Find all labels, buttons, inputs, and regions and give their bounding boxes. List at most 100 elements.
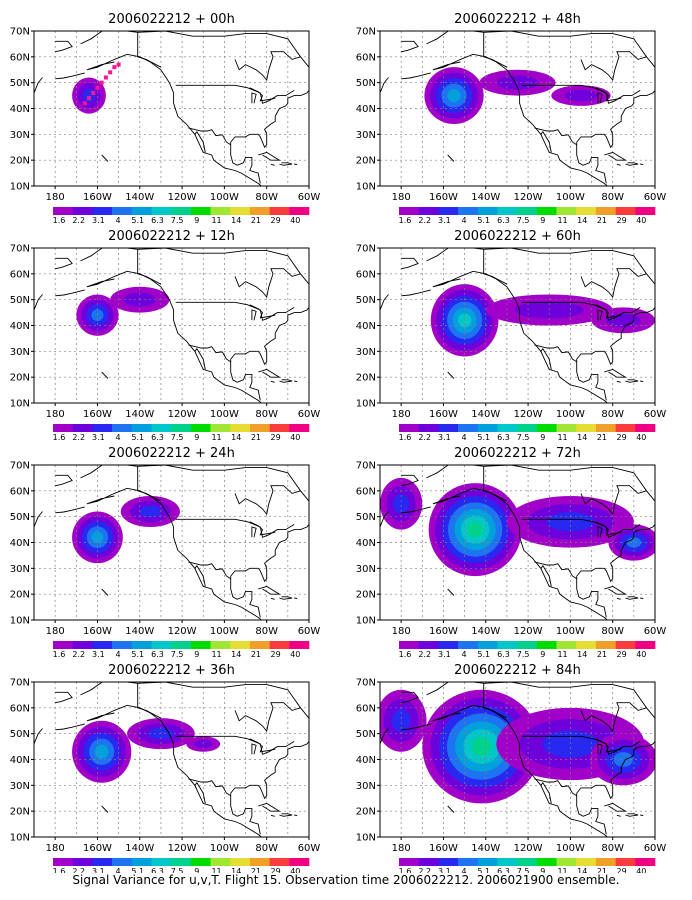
coastline <box>625 162 639 166</box>
colorbar-swatch <box>230 207 251 215</box>
lat-tick-label: 40N <box>10 538 30 549</box>
colorbar-swatch <box>53 424 73 432</box>
colorbar-label: 14 <box>577 216 587 225</box>
colorbar-swatch <box>418 424 439 432</box>
colorbar-label: 7.5 <box>517 650 530 659</box>
coastline <box>540 131 552 153</box>
lon-tick-label: 140W <box>471 192 500 203</box>
coastline <box>540 565 552 587</box>
coastline <box>175 301 295 321</box>
coastline <box>137 683 162 719</box>
colorbar-swatch <box>230 424 251 432</box>
panel-title: 2006022212 + 48h <box>454 12 581 27</box>
lon-tick-label: 80W <box>601 843 624 854</box>
panel-title: 2006022212 + 84h <box>454 663 581 678</box>
colorbar-label: 1.6 <box>53 433 66 442</box>
map-panel: 2006022212 + 24h 10N 20N 30N 40N 50N 60N 70N 180… <box>10 446 321 659</box>
coastline <box>34 77 43 94</box>
lat-tick-label: 20N <box>10 590 30 601</box>
lon-tick-label: 180 <box>392 192 411 203</box>
colorbar-swatch <box>458 641 479 649</box>
lon-tick-label: 80W <box>255 843 278 854</box>
coastline <box>576 576 607 618</box>
lat-tick-label: 30N <box>356 564 376 575</box>
lat-tick-label: 10N <box>356 833 376 844</box>
colorbar-swatch <box>112 858 133 866</box>
coastline <box>580 485 647 516</box>
coastline <box>426 248 655 285</box>
lat-tick-label: 20N <box>10 156 30 167</box>
lat-tick-label: 70N <box>356 461 376 472</box>
colorbar-label: 40 <box>290 867 300 873</box>
colorbar-label: 11 <box>211 433 221 442</box>
lat-tick-label: 60N <box>356 486 376 497</box>
coastlines <box>34 465 309 620</box>
colorbar-label: 4 <box>116 867 121 873</box>
lat-tick-label: 60N <box>10 486 30 497</box>
colorbar-swatch <box>635 641 656 649</box>
variance-contour <box>447 89 461 103</box>
colorbar-swatch <box>615 207 636 215</box>
coastline <box>534 778 577 797</box>
coastline <box>258 585 281 595</box>
coastline <box>258 368 281 378</box>
coastline <box>55 691 73 704</box>
colorbar-swatch <box>418 207 439 215</box>
colorbar-label: 1.6 <box>53 650 66 659</box>
coastline <box>188 561 231 580</box>
coastline <box>101 371 109 379</box>
coastline <box>55 40 73 53</box>
colorbar-swatch <box>497 424 518 432</box>
colorbar-label: 40 <box>636 650 646 659</box>
colorbar-swatch <box>72 207 93 215</box>
colorbar-label: 29 <box>617 433 627 442</box>
colorbar-label: 21 <box>251 433 261 442</box>
colorbar-swatch <box>635 207 656 215</box>
coastline <box>251 526 257 538</box>
lat-tick-label: 40N <box>356 538 376 549</box>
colorbar-swatch <box>438 858 459 866</box>
colorbar-label: 9 <box>194 216 199 225</box>
colorbar-swatch <box>289 207 310 215</box>
colorbar-swatch <box>151 858 172 866</box>
coastline <box>616 380 621 383</box>
colorbar-swatch <box>477 641 498 649</box>
lat-tick-label: 10N <box>356 182 376 193</box>
colorbar-swatch <box>477 424 498 432</box>
coastline <box>230 524 309 583</box>
colorbar-label: 4 <box>116 216 121 225</box>
lon-tick-label: 100W <box>210 626 239 637</box>
colorbar-swatch <box>151 641 172 649</box>
map-panel: 2006022212 + 48h 10N 20N 30N 40N 50N 60N 70N 180… <box>356 12 667 225</box>
lat-tick-label: 10N <box>10 833 30 844</box>
coastline <box>80 682 309 719</box>
lon-tick-label: 160W <box>83 192 112 203</box>
variance-field <box>424 67 611 124</box>
colorbar-label: 11 <box>557 216 567 225</box>
coastline <box>137 32 162 68</box>
coastline <box>521 735 641 755</box>
colorbar-label: 21 <box>597 433 607 442</box>
colorbar-label: 5.1 <box>477 433 490 442</box>
lat-tick-label: 60N <box>10 269 30 280</box>
colorbar-label: 29 <box>617 867 627 873</box>
lat-tick-label: 70N <box>356 27 376 38</box>
lon-tick-label: 100W <box>210 409 239 420</box>
colorbar-swatch <box>151 424 172 432</box>
coastline <box>576 524 655 583</box>
coastline <box>86 270 263 403</box>
coastline <box>175 84 295 104</box>
lon-tick-label: 120W <box>168 192 197 203</box>
coastline <box>540 782 552 804</box>
coastline <box>401 723 431 731</box>
colorbar-label: 29 <box>271 216 281 225</box>
colorbar-label: 5.1 <box>477 216 490 225</box>
colorbar-label: 3.1 <box>438 650 451 659</box>
coastline <box>597 92 603 104</box>
colorbar-swatch <box>171 858 192 866</box>
lon-tick-label: 60W <box>644 192 667 203</box>
colorbar-label: 14 <box>577 867 587 873</box>
colorbar-swatch <box>53 641 73 649</box>
map-panel: 2006022212 + 84h 10N 20N 30N 40N 50N 60N 70N 180… <box>356 663 667 873</box>
coastline <box>380 77 389 94</box>
